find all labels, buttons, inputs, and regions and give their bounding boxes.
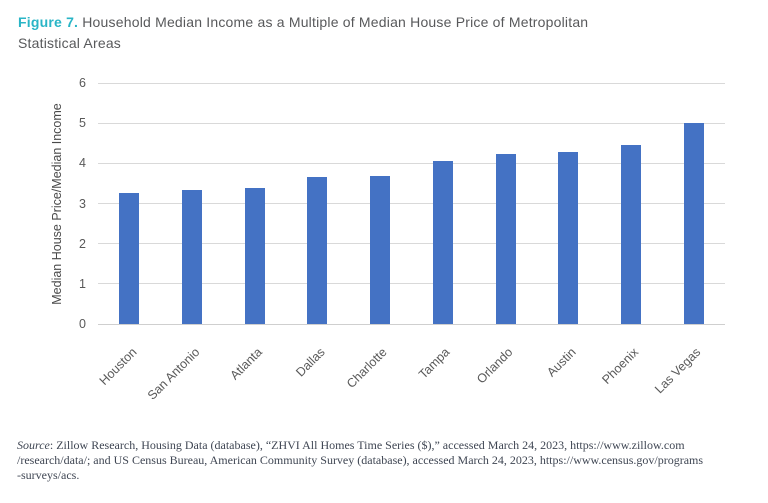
gridline-3	[98, 203, 725, 204]
source-label: Source	[17, 438, 50, 452]
y-tick-label-3: 3	[79, 196, 86, 211]
gridline-4	[98, 162, 725, 164]
bar-atlanta	[244, 187, 265, 324]
y-tick-label-5: 5	[79, 116, 86, 131]
x-axis-label-dallas: Dallas	[292, 345, 328, 380]
source-note: Source: Zillow Research, Housing Data (d…	[17, 438, 757, 482]
x-axis-label-las-vegas: Las Vegas	[652, 345, 704, 397]
gridline-5	[98, 122, 725, 124]
x-axis-label-atlanta: Atlanta	[227, 345, 265, 383]
y-tick-label-2: 2	[79, 236, 86, 251]
gridline-0	[98, 323, 725, 325]
x-axis-label-tampa: Tampa	[416, 345, 453, 382]
bar-las-vegas	[683, 123, 704, 324]
x-axis-label-orlando: Orlando	[474, 345, 516, 387]
x-axis-label-san-antonio: San Antonio	[144, 345, 202, 403]
bar-san-antonio	[182, 189, 203, 324]
figure-title-line1: Household Median Income as a Multiple of…	[82, 14, 589, 30]
x-axis-label-austin: Austin	[543, 345, 579, 380]
y-axis-title: Median House Price/Median Income	[50, 102, 64, 305]
bar-charlotte	[370, 176, 391, 324]
gridline-6	[98, 82, 725, 84]
bar-austin	[558, 152, 579, 324]
bar-phoenix	[620, 145, 641, 324]
x-axis-label-phoenix: Phoenix	[599, 345, 641, 387]
figure-title: Figure 7. Household Median Income as a M…	[18, 12, 588, 54]
source-line3: -surveys/acs.	[17, 467, 80, 482]
bar-orlando	[495, 153, 516, 324]
gridline-2	[98, 243, 725, 245]
x-axis-label-charlotte: Charlotte	[344, 345, 391, 391]
y-tick-label-1: 1	[79, 276, 86, 291]
bar-dallas	[307, 177, 328, 324]
source-line1: : Zillow Research, Housing Data (databas…	[49, 438, 685, 452]
y-tick-label-0: 0	[79, 317, 86, 331]
gridline-1	[98, 283, 725, 285]
bar-houston	[119, 192, 140, 324]
y-tick-label-4: 4	[79, 156, 86, 171]
figure-title-line2: Statistical Areas	[18, 35, 121, 51]
y-tick-label-6: 6	[79, 76, 86, 90]
x-axis-label-houston: Houston	[96, 345, 140, 388]
source-line2: /research/data/; and US Census Bureau, A…	[17, 452, 704, 467]
bar-tampa	[432, 161, 453, 324]
figure-number: Figure 7.	[18, 14, 79, 30]
